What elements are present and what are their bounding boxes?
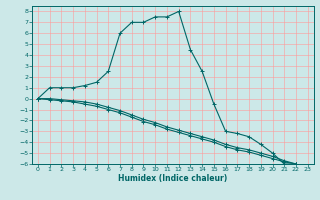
X-axis label: Humidex (Indice chaleur): Humidex (Indice chaleur) [118,174,228,183]
